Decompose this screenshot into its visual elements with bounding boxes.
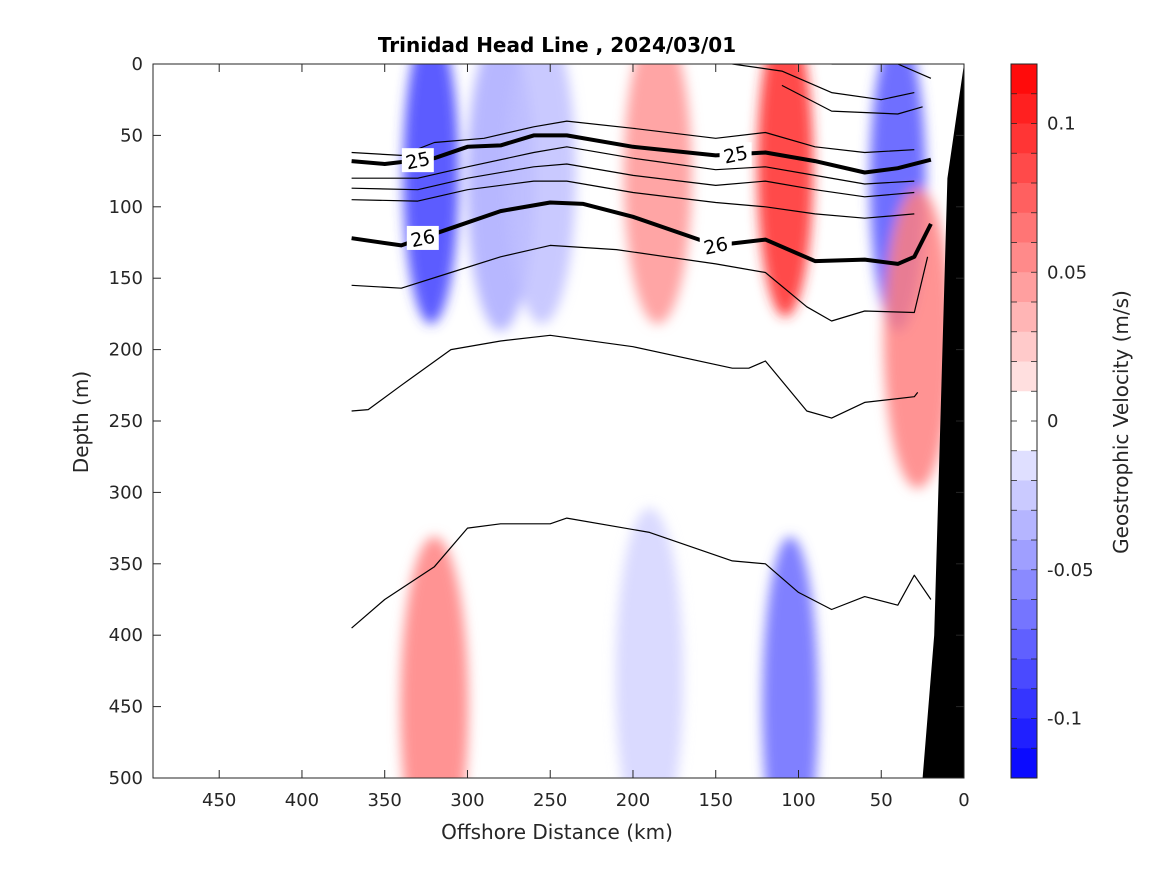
colorbar-segment — [1011, 510, 1037, 541]
colorbar-segment — [1011, 64, 1037, 95]
colorbar-segment — [1011, 331, 1037, 362]
colorbar-segment — [1011, 183, 1037, 214]
contour-line-7 — [351, 334, 919, 419]
y-tick-label: 350 — [109, 554, 143, 575]
x-tick-label: 100 — [781, 790, 815, 811]
x-axis-title: Offshore Distance (km) — [441, 820, 673, 844]
contour-line-9 — [831, 64, 932, 79]
x-tick-label: 50 — [870, 790, 893, 811]
contour-label-bg-1 — [719, 142, 752, 167]
density-contours: 25 25 26 26 — [351, 64, 933, 629]
colorbar-segment — [1011, 629, 1037, 660]
colorbar-tick-label: -0.05 — [1047, 560, 1094, 581]
colorbar-segment — [1011, 540, 1037, 571]
colorbar-segment — [1011, 480, 1037, 511]
x-tick-label: 300 — [450, 790, 484, 811]
y-tick-label: 450 — [109, 697, 143, 718]
y-tick-label: 300 — [109, 482, 143, 503]
velocity-core-2 — [507, 64, 576, 324]
x-tick-label: 250 — [533, 790, 567, 811]
contour-line-5 — [351, 180, 915, 219]
colorbar-segment — [1011, 421, 1037, 452]
y-tick-label: 100 — [109, 197, 143, 218]
colorbar-segment — [1011, 302, 1037, 333]
colorbar-segment — [1011, 123, 1037, 154]
contour-line-4 — [351, 163, 915, 198]
contour-label-bg-0 — [401, 148, 434, 173]
x-tick-label: 350 — [368, 790, 402, 811]
contour-label-0: 25 — [404, 148, 432, 175]
contour-line-2 — [351, 120, 915, 156]
colorbar-segment — [1011, 718, 1037, 749]
y-tick-label: 500 — [109, 768, 143, 789]
colorbar-segment — [1011, 212, 1037, 243]
y-tick-label: 200 — [109, 340, 143, 361]
x-tick-label: 0 — [958, 790, 969, 811]
colorbar-segment — [1011, 391, 1037, 422]
y-axis: 0 50 100 150 200 250 300 350 400 450 500 — [109, 54, 964, 789]
y-tick-label: 400 — [109, 625, 143, 646]
colorbar-segment — [1011, 599, 1037, 630]
colorbar-title: Geostrophic Velocity (m/s) — [1109, 290, 1133, 554]
velocity-core-0 — [403, 64, 460, 324]
x-tick-label: 150 — [699, 790, 733, 811]
contour-label-bg-2 — [406, 225, 439, 250]
x-tick-label: 200 — [616, 790, 650, 811]
x-tick-label: 400 — [285, 790, 319, 811]
seafloor — [922, 64, 964, 778]
colorbar-segment — [1011, 153, 1037, 184]
colorbar-tick-label: 0.1 — [1047, 114, 1076, 135]
colorbar-segment — [1011, 748, 1037, 779]
colorbar-segment — [1011, 569, 1037, 600]
contour-line-8 — [351, 517, 932, 629]
contour-line-3 — [351, 146, 915, 185]
contour-label-bg-3 — [699, 233, 732, 258]
colorbar: 0.1 0.05 0 -0.05 -0.1 — [1010, 63, 1094, 779]
colorbar-segment — [1011, 450, 1037, 481]
y-tick-label: 150 — [109, 268, 143, 289]
contour-label-1: 25 — [722, 142, 750, 169]
chart-title: Trinidad Head Line , 2024/03/01 — [378, 33, 736, 57]
y-tick-label: 250 — [109, 411, 143, 432]
velocity-core-3 — [623, 64, 692, 324]
contour-line-0 — [351, 133, 932, 175]
x-axis: 450 400 350 300 250 200 150 100 50 0 — [202, 64, 970, 811]
velocity-core-6 — [400, 536, 469, 778]
velocity-core-8 — [615, 508, 684, 778]
contour-line-6 — [351, 244, 929, 322]
colorbar-segment — [1011, 688, 1037, 719]
contour-label-2: 26 — [409, 226, 437, 253]
colorbar-segment — [1011, 361, 1037, 392]
colorbar-tick-label: 0 — [1047, 411, 1058, 432]
colorbar-segment — [1011, 93, 1037, 124]
contour-label-3: 26 — [702, 233, 730, 260]
velocity-core-7 — [762, 536, 819, 778]
colorbar-segment — [1011, 242, 1037, 273]
x-tick-label: 450 — [202, 790, 236, 811]
colorbar-tick-label: -0.1 — [1047, 709, 1082, 730]
y-axis-title: Depth (m) — [69, 371, 93, 473]
contour-line-1 — [351, 200, 933, 266]
contour-line-11 — [781, 84, 923, 115]
colorbar-segment — [1011, 272, 1037, 303]
colorbar-segment — [1011, 659, 1037, 690]
contour-line-10 — [732, 64, 915, 101]
y-tick-label: 0 — [132, 54, 143, 75]
y-tick-label: 50 — [120, 125, 143, 146]
colorbar-tick-label: 0.05 — [1047, 262, 1087, 283]
